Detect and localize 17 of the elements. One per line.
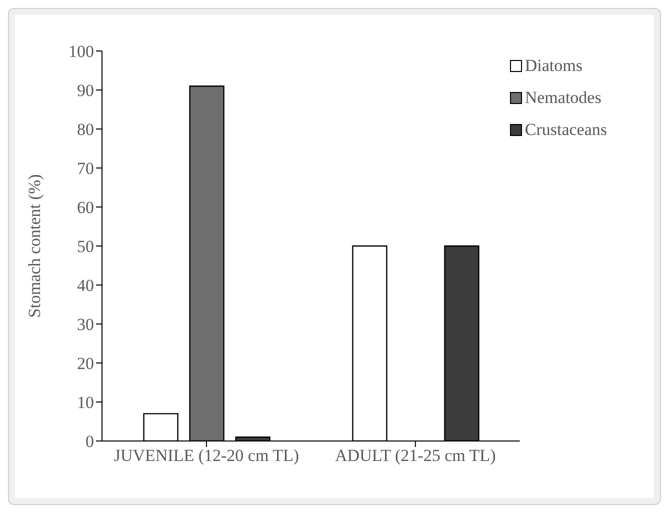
y-tick-label: 60 bbox=[77, 198, 94, 218]
y-tick-label: 80 bbox=[77, 120, 94, 140]
y-tick-label: 20 bbox=[77, 354, 94, 374]
legend-label: Diatoms bbox=[524, 56, 582, 76]
y-tick-label: 40 bbox=[77, 276, 94, 296]
y-tick-label: 90 bbox=[77, 81, 94, 100]
legend-label: Crustaceans bbox=[524, 120, 607, 140]
y-tick-label: 0 bbox=[86, 432, 94, 452]
y-tick-label: 70 bbox=[77, 159, 94, 178]
x-tick-label: JUVENILE (12-20 cm TL) bbox=[114, 446, 300, 466]
y-axis-title: Stomach content (%) bbox=[25, 174, 44, 318]
y-tick-label: 100 bbox=[68, 42, 94, 62]
y-tick-label: 50 bbox=[77, 237, 94, 256]
legend-label: Nematodes bbox=[524, 88, 602, 108]
x-tick-label: ADULT (21-25 cm TL) bbox=[335, 446, 496, 466]
y-tick-label: 30 bbox=[77, 315, 94, 334]
y-tick-label: 10 bbox=[77, 393, 94, 412]
